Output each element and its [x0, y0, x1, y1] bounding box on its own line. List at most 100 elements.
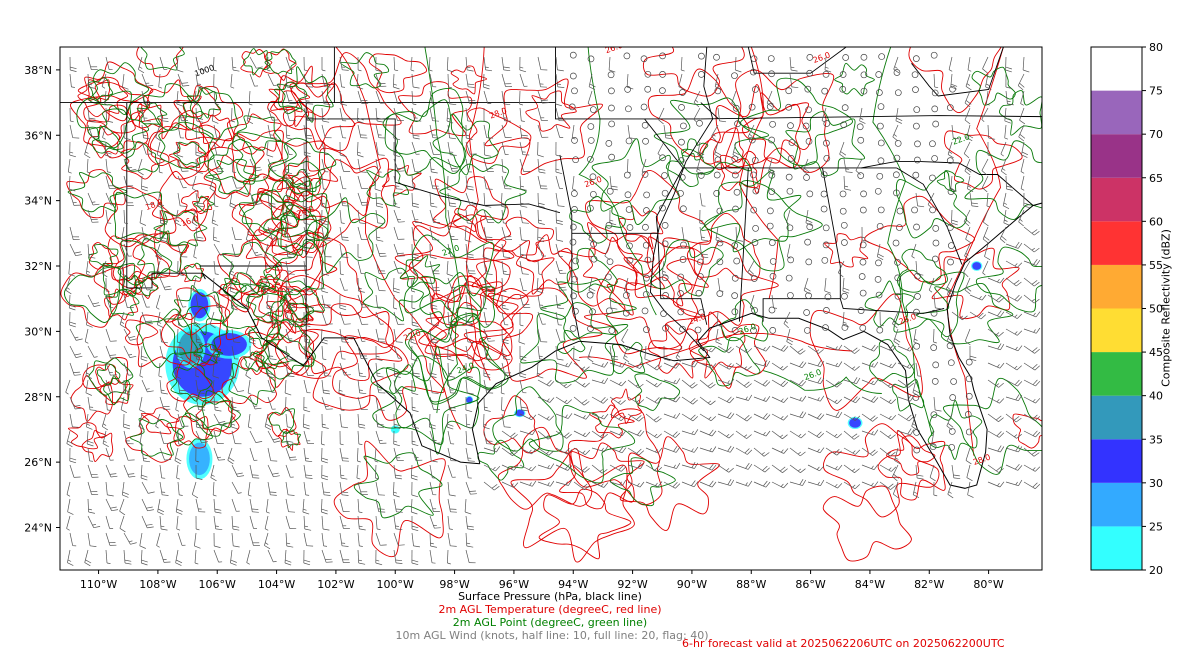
lon-tick-label: 82°W: [914, 578, 944, 591]
wind-barb: [447, 294, 452, 310]
wind-barb: [85, 379, 92, 396]
wind-barb: [285, 430, 294, 446]
calm-wind-circle: [643, 191, 650, 199]
dewpoint-contour: [274, 240, 324, 290]
calm-wind-circle: [605, 307, 613, 315]
dewpoint-contour: [223, 277, 247, 297]
wind-barb: [537, 328, 548, 343]
state-boundary: [911, 47, 1004, 97]
wind-barb: [285, 498, 296, 513]
wind-barb: [771, 464, 788, 473]
wind-barb: [339, 328, 349, 343]
wind-barb: [1005, 260, 1023, 268]
temperature-contour: [510, 448, 635, 563]
wind-barb: [555, 73, 565, 88]
calm-wind-circle: [752, 187, 760, 195]
calm-wind-circle: [662, 324, 669, 332]
calm-wind-circle: [716, 258, 724, 266]
calm-wind-circle: [697, 273, 704, 280]
wind-barb: [465, 277, 472, 292]
wind-barb: [175, 549, 183, 566]
temperature-contour: [408, 254, 511, 326]
calm-wind-circle: [590, 240, 597, 248]
wind-barb: [123, 430, 134, 445]
wind-barb: [861, 429, 879, 436]
wind-barb: [681, 226, 688, 241]
wind-barb: [537, 294, 547, 309]
wind-barb: [555, 90, 562, 107]
wind-barb: [321, 73, 332, 88]
dewpoint-contour: [975, 246, 1042, 313]
calm-wind-circle: [805, 138, 813, 145]
wind-barb: [375, 311, 384, 325]
wind-barb: [267, 447, 278, 462]
temperature-contour: [104, 288, 139, 321]
wind-barb: [807, 430, 825, 438]
wind-barb: [501, 481, 519, 488]
temperature-contour: [464, 287, 603, 382]
wind-barb: [249, 430, 263, 443]
wind-barb: [429, 481, 437, 496]
wind-barb: [393, 90, 402, 104]
wind-barb: [627, 396, 645, 405]
wind-barb: [357, 498, 363, 513]
wind-barb: [987, 379, 1004, 388]
wind-barb: [964, 328, 971, 346]
wind-barb: [321, 141, 329, 156]
wind-barb: [807, 447, 825, 454]
wind-barb: [483, 277, 494, 291]
calm-wind-circle: [677, 290, 684, 297]
calm-wind-circle: [947, 258, 954, 266]
wind-barb: [519, 175, 528, 191]
wind-barb: [105, 362, 117, 376]
calm-wind-circle: [929, 443, 937, 450]
wind-barb: [195, 192, 205, 208]
calm-wind-circle: [929, 206, 936, 214]
wind-barb: [67, 549, 74, 566]
wind-barb: [249, 345, 254, 361]
wind-barb: [68, 294, 76, 311]
wind-barb: [267, 226, 276, 240]
dewpoint-contour: [263, 204, 328, 256]
wind-barb: [195, 379, 205, 394]
wind-barb: [411, 141, 420, 155]
wind-barb: [843, 464, 860, 473]
wind-barb: [753, 379, 771, 387]
wind-barb: [141, 192, 155, 206]
calm-wind-circle: [626, 224, 634, 231]
wind-barb: [119, 498, 126, 516]
wind-barb: [155, 294, 161, 310]
wind-barb: [321, 226, 331, 241]
wind-barb: [159, 430, 171, 444]
wind-barb: [266, 294, 274, 311]
wind-barb: [195, 413, 203, 429]
wind-barb: [519, 447, 537, 455]
wind-barb: [964, 107, 971, 125]
wind-barb: [393, 209, 405, 223]
wind-barb: [159, 464, 166, 479]
calm-wind-circle: [695, 289, 703, 297]
wind-barb: [429, 311, 439, 326]
lon-tick-label: 96°W: [499, 578, 529, 591]
wind-barb: [855, 158, 863, 176]
wind-barb: [731, 90, 737, 106]
wind-barb: [519, 480, 537, 487]
wind-barb: [645, 447, 663, 454]
calm-wind-circle: [768, 188, 776, 195]
wind-barb: [429, 396, 441, 410]
wind-barb: [410, 498, 418, 515]
calm-wind-circle: [606, 258, 614, 266]
wind-barb: [555, 311, 562, 326]
wind-barb: [65, 277, 72, 295]
temperature-contour: [823, 423, 940, 518]
lon-tick-label: 94°W: [558, 578, 588, 591]
wind-barb: [393, 141, 401, 158]
wind-barb: [339, 141, 347, 157]
wind-barb: [101, 260, 108, 278]
lon-tick-label: 80°W: [973, 578, 1003, 591]
wind-barb: [231, 498, 240, 512]
wind-barb: [175, 498, 183, 515]
wind-barb: [285, 362, 295, 377]
wind-barb: [1005, 328, 1023, 336]
wind-barb: [229, 260, 237, 277]
